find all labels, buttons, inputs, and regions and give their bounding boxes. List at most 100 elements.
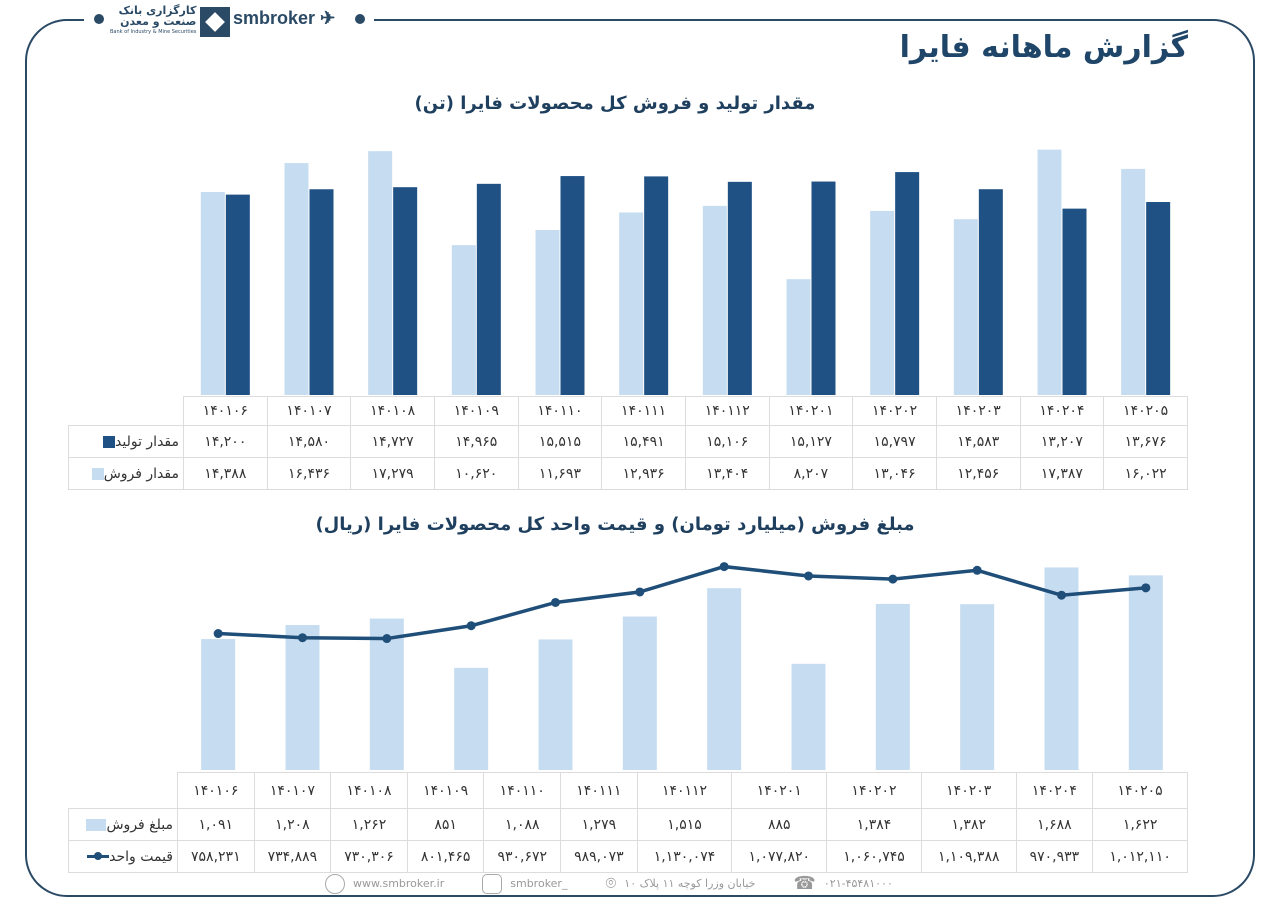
month-label: ۱۴۰۱۱۰ bbox=[517, 396, 603, 426]
data-cell: ۱۴,۹۶۵ bbox=[433, 425, 519, 458]
data-cell: ۷۵۸,۲۳۱ bbox=[177, 840, 255, 873]
series-label: قیمت واحد bbox=[68, 840, 178, 873]
sales-quantity-bar bbox=[702, 205, 727, 395]
unit-price-point bbox=[888, 574, 898, 584]
month-label: ۱۴۰۲۰۲ bbox=[826, 772, 922, 809]
unit-price-point bbox=[1057, 590, 1066, 600]
data-cell: ۱,۰۶۰,۷۴۵ bbox=[826, 840, 922, 873]
month-label: ۱۴۰۱۰۶ bbox=[183, 396, 268, 426]
month-label: ۱۴۰۱۰۷ bbox=[266, 396, 352, 426]
data-cell: ۱۵,۵۱۵ bbox=[517, 425, 603, 458]
data-cell: ۱۵,۱۰۶ bbox=[684, 425, 770, 458]
unit-price-line bbox=[218, 564, 1146, 641]
bank-logo-mark-icon bbox=[200, 6, 231, 37]
sales-quantity-bar bbox=[619, 212, 644, 395]
sales-quantity-bar bbox=[200, 191, 225, 395]
sales-quantity-bar bbox=[451, 245, 476, 395]
month-label: ۱۴۰۱۰۸ bbox=[330, 772, 408, 809]
data-cell: ۱,۲۶۲ bbox=[330, 808, 408, 841]
month-label: ۱۴۰۲۰۲ bbox=[852, 396, 937, 426]
data-cell: ۱۳,۴۰۴ bbox=[684, 457, 770, 490]
sales-quantity-bar bbox=[284, 163, 309, 395]
report-frame bbox=[25, 19, 1255, 897]
sales-amount-bar bbox=[707, 588, 742, 770]
production-quantity-bar bbox=[978, 189, 1003, 395]
production-quantity-bar bbox=[895, 172, 920, 395]
series-name: مقدار تولید bbox=[115, 433, 179, 450]
production-quantity-bar bbox=[225, 194, 250, 395]
table-corner bbox=[69, 397, 184, 426]
data-cell: ۹۸۹,۰۷۳ bbox=[560, 840, 638, 873]
sales-quantity-bar bbox=[1121, 168, 1146, 395]
data-cell: ۱,۰۸۸ bbox=[483, 808, 562, 841]
data-cell: ۱,۱۰۹,۳۸۸ bbox=[920, 840, 1017, 873]
month-label: ۱۴۰۱۱۲ bbox=[636, 772, 733, 809]
month-label: ۱۴۰۱۱۱ bbox=[601, 396, 686, 426]
unit-price-point bbox=[382, 634, 392, 644]
month-label: ۱۴۰۱۱۲ bbox=[684, 396, 770, 426]
footer: www.smbroker.ir smbroker_ ⌾ خیابان وزرا ک… bbox=[325, 873, 893, 894]
location-pin-icon: ⌾ bbox=[605, 873, 617, 894]
data-cell: ۱,۲۷۹ bbox=[560, 808, 638, 841]
data-cell: ۱۵,۷۹۷ bbox=[852, 425, 937, 458]
series-label: مقدار فروش bbox=[68, 457, 184, 490]
instagram-icon bbox=[482, 873, 503, 894]
production-quantity-bar bbox=[1146, 202, 1171, 395]
sales-amount-bar bbox=[201, 639, 236, 770]
month-label: ۱۴۰۲۰۵ bbox=[1092, 772, 1188, 809]
paper-plane-icon: ✈ bbox=[320, 8, 336, 28]
footer-instagram[interactable]: smbroker_ bbox=[510, 877, 568, 890]
data-cell: ۸۰۱,۴۶۵ bbox=[406, 840, 485, 873]
smbroker-logo: smbroker ✈ bbox=[233, 8, 335, 29]
data-cell: ۱۵,۴۹۱ bbox=[601, 425, 686, 458]
data-cell: ۱,۱۳۰,۰۷۴ bbox=[636, 840, 733, 873]
data-cell: ۱,۲۰۸ bbox=[253, 808, 332, 841]
data-cell: ۱,۳۸۲ bbox=[920, 808, 1017, 841]
unit-price-point bbox=[719, 562, 729, 572]
unit-price-point bbox=[804, 571, 813, 581]
data-cell: ۱۲,۴۵۶ bbox=[935, 457, 1021, 490]
sales-quantity-bar bbox=[368, 151, 393, 395]
data-cell: ۸۸۵ bbox=[731, 808, 828, 841]
sales-quantity-bar bbox=[953, 219, 978, 395]
bank-logo-en: Bank of Industry & Mine Securities bbox=[110, 29, 197, 35]
data-cell: ۱۲,۹۳۶ bbox=[601, 457, 686, 490]
data-cell: ۱۷,۲۷۹ bbox=[350, 457, 435, 490]
footer-phone: ۰۲۱-۴۵۴۸۱۰۰۰ bbox=[823, 877, 893, 890]
data-cell: ۷۳۰,۳۰۶ bbox=[330, 840, 408, 873]
sales-amount-bar bbox=[1128, 575, 1163, 770]
unit-price-point bbox=[213, 629, 223, 639]
production-quantity-bar bbox=[476, 183, 501, 395]
data-cell: ۱۳,۲۰۷ bbox=[1019, 425, 1105, 458]
bank-logo-line1: کارگزاری بانک bbox=[118, 4, 197, 17]
month-label: ۱۴۰۲۰۵ bbox=[1103, 396, 1188, 426]
table-corner bbox=[69, 773, 178, 809]
unit-price-point bbox=[466, 621, 476, 631]
footer-website[interactable]: www.smbroker.ir bbox=[353, 877, 445, 890]
data-cell: ۱,۶۲۲ bbox=[1092, 808, 1188, 841]
production-quantity-bar bbox=[1062, 208, 1087, 395]
data-cell: ۱۴,۲۰۰ bbox=[183, 425, 268, 458]
sales-amount-bar bbox=[454, 667, 489, 770]
sales-amount-bar bbox=[622, 616, 657, 770]
data-cell: ۹۷۰,۹۳۳ bbox=[1015, 840, 1094, 873]
sales-quantity-bar bbox=[786, 279, 811, 395]
sales-amount-bar bbox=[960, 604, 995, 770]
month-label: ۱۴۰۲۰۱ bbox=[731, 772, 828, 809]
series-name: قیمت واحد bbox=[109, 848, 173, 865]
month-label: ۱۴۰۲۰۴ bbox=[1015, 772, 1094, 809]
series-name: مقدار فروش bbox=[103, 465, 179, 482]
production-quantity-bar bbox=[560, 176, 585, 395]
chart2-data-table: ۱۴۰۱۰۶ ۱۴۰۱۰۷ ۱۴۰۱۰۸ ۱۴۰۱۰۹ ۱۴۰۱۱۰ ۱۴۰۱۱۱ ۱۴۰۱… bbox=[68, 772, 1188, 873]
globe-icon bbox=[325, 873, 345, 894]
data-cell: ۸,۲۰۷ bbox=[768, 457, 854, 490]
month-label: ۱۴۰۲۰۴ bbox=[1019, 396, 1105, 426]
chart1-title: مقدار تولید و فروش کل محصولات فایرا (تن) bbox=[414, 93, 816, 114]
production-quantity-bar bbox=[393, 187, 418, 395]
data-cell: ۱۰,۶۲۰ bbox=[433, 457, 519, 490]
sales-amount-bar bbox=[285, 625, 320, 770]
data-cell: ۱,۳۸۴ bbox=[826, 808, 922, 841]
data-cell: ۱۱,۶۹۳ bbox=[517, 457, 603, 490]
month-label: ۱۴۰۲۰۱ bbox=[768, 396, 854, 426]
